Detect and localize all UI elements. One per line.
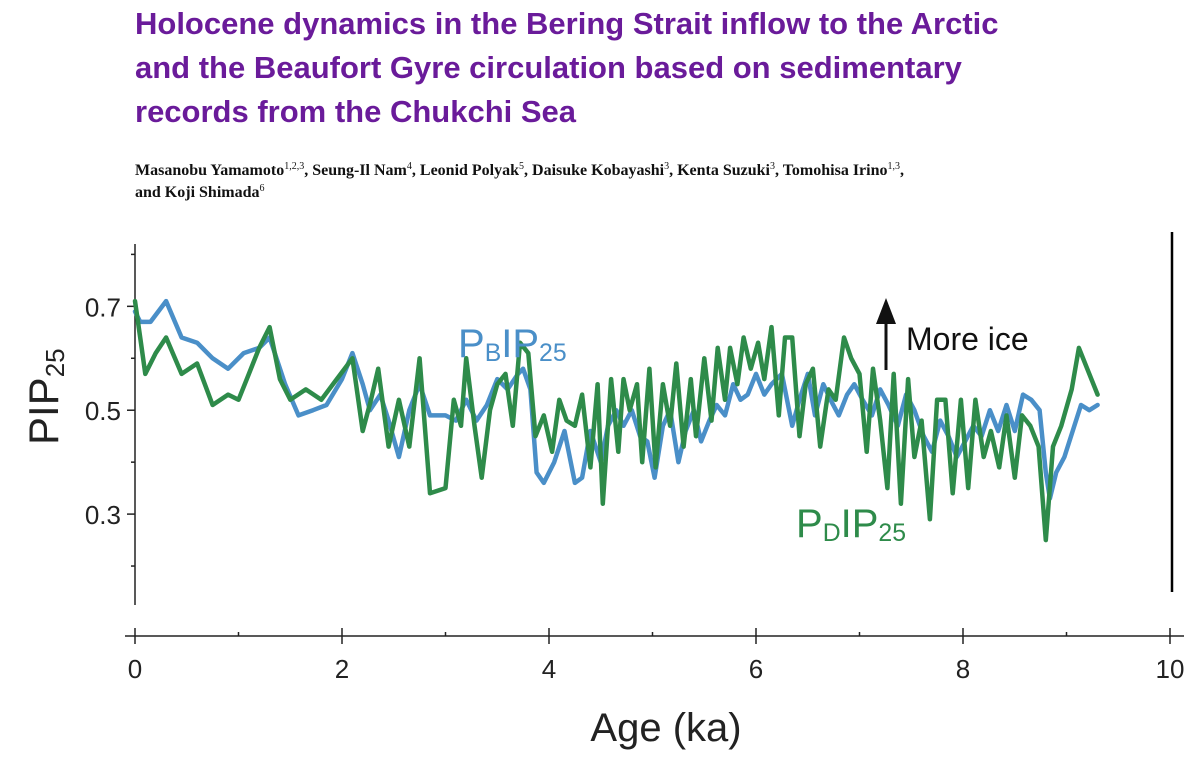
author-affiliation: 1,3 bbox=[887, 161, 901, 172]
series-label-pd: PDIP25 bbox=[796, 502, 906, 547]
author-list: Masanobu Yamamoto1,2,3, Seung-Il Nam4, L… bbox=[135, 161, 904, 202]
x-tick-label: 2 bbox=[335, 654, 349, 684]
x-tick-label: 4 bbox=[542, 654, 556, 684]
author-affiliation: 3 bbox=[664, 161, 670, 172]
series-line-pb bbox=[132, 298, 1100, 501]
author-name: Leonid Polyak bbox=[419, 162, 520, 179]
axes-group: 0.3 0.5 0.7 0 2 4 6 8 10 Age (ka) PIP25 bbox=[20, 232, 1184, 750]
x-axis-title: Age (ka) bbox=[590, 706, 741, 750]
series-line-pd bbox=[132, 298, 1100, 543]
labels-group: PBIP25 PDIP25 More ice bbox=[458, 298, 1029, 547]
author-affiliation: 5 bbox=[519, 161, 525, 172]
title-line: and the Beaufort Gyre circulation based … bbox=[135, 50, 962, 85]
annotation-more-ice: More ice bbox=[906, 321, 1029, 357]
author-name: Daisuke Kobayashi bbox=[532, 162, 665, 179]
title-line: Holocene dynamics in the Bering Strait i… bbox=[135, 6, 999, 41]
author-name: Seung-Il Nam bbox=[312, 162, 407, 179]
author-name: Kenta Suzuki bbox=[677, 162, 770, 179]
series-label-pb: PBIP25 bbox=[458, 322, 567, 367]
x-tick-label: 0 bbox=[128, 654, 142, 684]
x-tick-label: 6 bbox=[749, 654, 763, 684]
author-name: Masanobu Yamamoto bbox=[135, 162, 285, 179]
y-tick-label: 0.5 bbox=[85, 396, 121, 426]
x-tick-label: 10 bbox=[1156, 654, 1185, 684]
author-affiliation: 4 bbox=[406, 161, 412, 172]
y-axis-title: PIP25 bbox=[20, 348, 70, 445]
paper-title: Holocene dynamics in the Bering Strait i… bbox=[135, 2, 1175, 134]
y-tick-label: 0.3 bbox=[85, 500, 121, 530]
author-affiliation: 1,2,3 bbox=[284, 161, 305, 172]
author-affiliation: 6 bbox=[259, 183, 265, 194]
author-name: Tomohisa Irino bbox=[782, 162, 888, 179]
author-affiliation: 3 bbox=[770, 161, 775, 172]
series-group bbox=[132, 298, 1100, 543]
author-name: and Koji Shimada bbox=[135, 184, 260, 201]
y-tick-label: 0.7 bbox=[85, 292, 121, 322]
title-line: records from the Chukchi Sea bbox=[135, 94, 577, 129]
arrow-up-head-icon bbox=[876, 298, 896, 324]
x-tick-label: 8 bbox=[956, 654, 970, 684]
